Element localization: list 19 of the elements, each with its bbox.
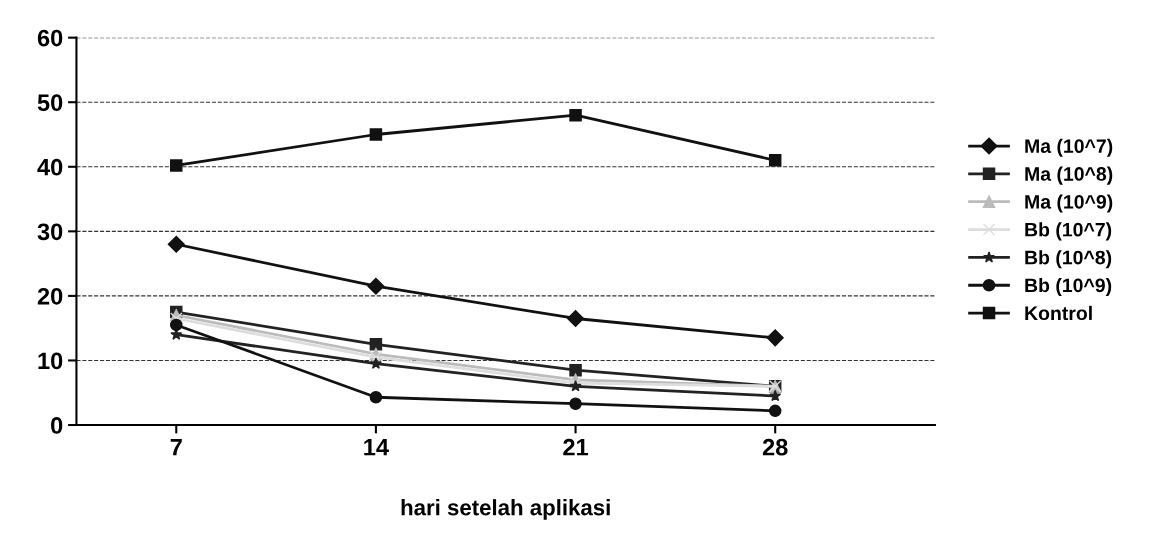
legend-label: Bb (10^9) [1025, 277, 1112, 297]
y-tick-label: 20 [37, 287, 63, 305]
legend-label: Ma (10^9) [1025, 194, 1113, 213]
y-tick-label: 30 [37, 223, 63, 241]
y-tick-label: 0 [51, 417, 63, 434]
legend-label: Kontrol [1025, 305, 1092, 321]
x-tick-label: 21 [563, 438, 589, 456]
y-tick-label: 40 [37, 158, 63, 176]
y-tick-label: 10 [38, 352, 63, 370]
legend-label: Bb (10^7) [1025, 222, 1112, 241]
x-axis-title: hari setelah aplikasi [401, 499, 610, 520]
x-tick-label: 7 [170, 439, 182, 456]
y-tick-label: 50 [37, 94, 63, 112]
legend-label: Ma (10^7) [1025, 138, 1113, 157]
x-tick-label: 28 [762, 438, 788, 456]
y-tick-label: 60 [37, 29, 63, 47]
legend-label: Ma (10^8) [1025, 166, 1113, 185]
x-tick-label: 14 [364, 439, 389, 456]
legend-label: Bb (10^8) [1025, 250, 1112, 269]
